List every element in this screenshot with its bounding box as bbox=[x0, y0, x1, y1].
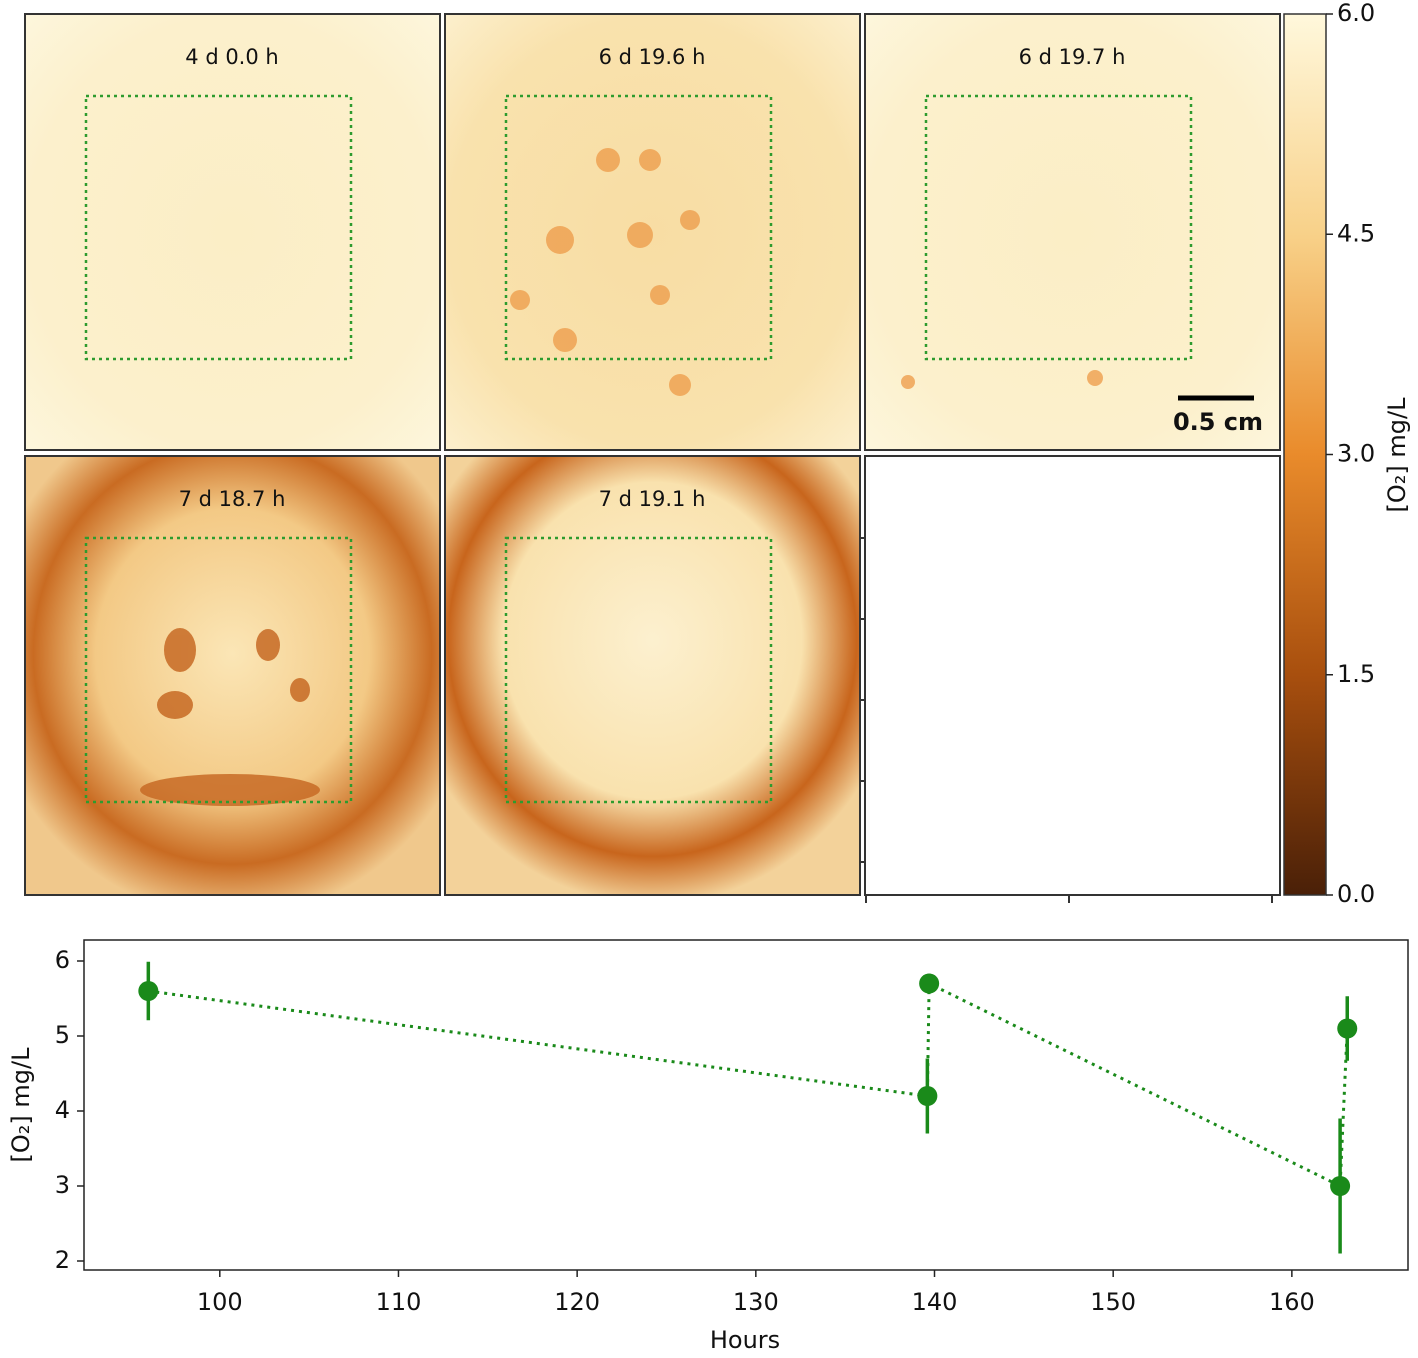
data-point bbox=[919, 973, 940, 994]
panel-image bbox=[444, 455, 861, 896]
panel-title: 7 d 19.1 h bbox=[599, 487, 706, 511]
blobs bbox=[140, 628, 320, 806]
y-tick-label: 5 bbox=[55, 1021, 70, 1049]
panel-image bbox=[864, 13, 1281, 451]
x-tick-label: 130 bbox=[733, 1288, 779, 1316]
colorbar-tick-label: 3.0 bbox=[1337, 440, 1375, 468]
data-line bbox=[148, 981, 1349, 1189]
x-tick-label: 120 bbox=[554, 1288, 600, 1316]
axis-stubs bbox=[860, 537, 1273, 903]
panel-images: 0.5 cm bbox=[24, 13, 1281, 903]
x-tick-label: 110 bbox=[376, 1288, 422, 1316]
y-tick-label: 6 bbox=[55, 946, 70, 974]
x-tick-label: 150 bbox=[1090, 1288, 1136, 1316]
data-point bbox=[138, 981, 159, 1001]
panel-image bbox=[24, 13, 441, 451]
data-point bbox=[1337, 1018, 1358, 1039]
x-tick-label: 140 bbox=[912, 1288, 958, 1316]
y-axis-label: [O₂] mg/L bbox=[7, 1047, 35, 1163]
colorbar bbox=[1283, 13, 1327, 896]
y-tick-label: 3 bbox=[55, 1171, 70, 1199]
scale-bar-label: 0.5 cm bbox=[1173, 408, 1263, 436]
x-axis-label: Hours bbox=[710, 1326, 780, 1354]
colorbar-label: [O₂] mg/L bbox=[1383, 397, 1411, 513]
empty-panel bbox=[864, 455, 1281, 896]
y-tick-label: 4 bbox=[55, 1096, 70, 1124]
panel-image bbox=[24, 455, 441, 896]
panel-title: 6 d 19.7 h bbox=[1019, 45, 1126, 69]
colorbar-tick-label: 1.5 bbox=[1337, 660, 1375, 688]
data-point bbox=[1330, 1176, 1351, 1196]
x-tick-label: 100 bbox=[197, 1288, 243, 1316]
y-tick-label: 2 bbox=[55, 1246, 70, 1274]
panel-title: 6 d 19.6 h bbox=[599, 45, 706, 69]
colorbar-tick-label: 4.5 bbox=[1337, 219, 1375, 247]
panel-title: 7 d 18.7 h bbox=[179, 487, 286, 511]
panel-title: 4 d 0.0 h bbox=[185, 45, 278, 69]
roi-boxes bbox=[84, 94, 1193, 804]
plot-frame bbox=[83, 939, 1409, 1271]
colorbar-tick-label: 0.0 bbox=[1337, 880, 1375, 908]
colorbar-tick-label: 6.0 bbox=[1337, 0, 1375, 27]
blobs bbox=[510, 148, 1103, 396]
x-tick-label: 160 bbox=[1269, 1288, 1315, 1316]
data-point bbox=[917, 1086, 938, 1106]
